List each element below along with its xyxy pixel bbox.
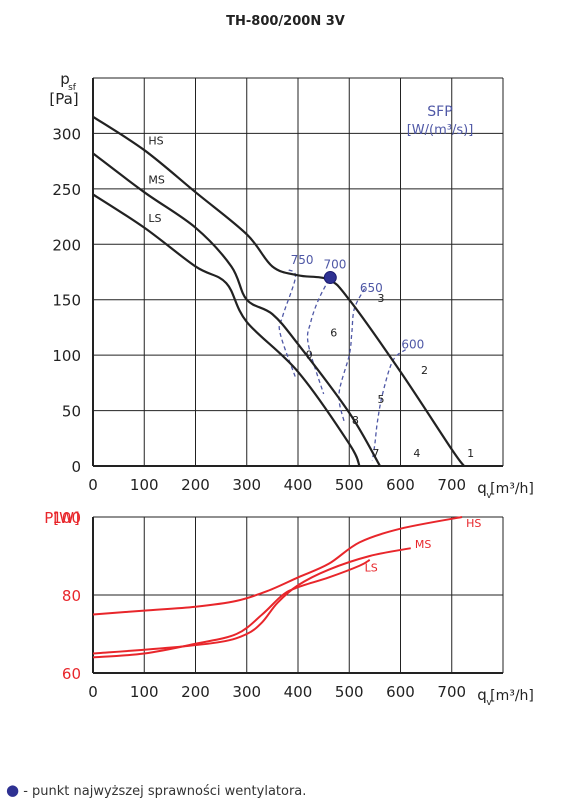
y-tick-label: 250 [52, 181, 81, 199]
x-tick-label: 300 [232, 683, 261, 701]
x-tick-label: 600 [386, 683, 415, 701]
sfp-curve-label: 650 [360, 281, 383, 295]
sfp-curve-label: 750 [291, 253, 314, 267]
x-tick-label: 200 [181, 683, 210, 701]
sfp-legend-unit: [W/(m³/s)] [407, 123, 474, 138]
fan-curve-ls [92, 193, 361, 467]
sfp-legend-title: SFP [427, 104, 452, 120]
y-tick-label: 100 [52, 347, 81, 365]
operating-point-label: 3 [377, 292, 384, 305]
x-axis-label-subscript: v [486, 698, 492, 708]
x-axis-label: q [477, 479, 487, 497]
y-tick-label: 200 [52, 236, 81, 254]
x-axis-unit: [m³/h] [490, 481, 534, 497]
best-efficiency-marker-icon: ● [6, 781, 20, 799]
power-curve-label: HS [466, 517, 481, 530]
operating-point-label: 1 [467, 447, 474, 460]
power-curve-ms [92, 547, 411, 655]
y-axis-label: p [60, 70, 70, 88]
sfp-curve [278, 269, 297, 378]
footnote: ● - punkt najwyższej sprawności wentylat… [6, 781, 306, 799]
x-tick-label: 0 [88, 683, 98, 701]
sfp-curve [306, 279, 330, 395]
operating-point-label: 6 [330, 326, 337, 339]
y-tick-label: 150 [52, 292, 81, 310]
y-tick-label: 80 [62, 587, 81, 605]
x-tick-label: 500 [335, 683, 364, 701]
x-axis-unit: [m³/h] [490, 688, 534, 704]
operating-point-label: 9 [306, 348, 313, 361]
y-axis-label: P[W] [44, 509, 80, 527]
power-curve-hs [92, 516, 463, 616]
operating-point-label: 5 [377, 393, 384, 406]
operating-point-label: 7 [372, 447, 379, 460]
chart-title: TH-800/200N 3V [226, 14, 345, 29]
operating-point-label: 2 [421, 364, 428, 377]
operating-point-label: 8 [352, 414, 359, 427]
x-tick-label: 700 [437, 683, 466, 701]
x-axis-label: q [477, 686, 487, 704]
curve-label: HS [148, 135, 163, 148]
fan-curve-ms [92, 152, 381, 467]
power-curve-label: MS [415, 538, 431, 551]
x-tick-label: 200 [181, 476, 210, 494]
x-tick-label: 600 [386, 476, 415, 494]
y-tick-label: 0 [71, 458, 81, 476]
power-curve-ls [92, 559, 371, 659]
curve-label: MS [148, 173, 164, 186]
y-tick-label: 60 [62, 665, 81, 683]
sfp-curve-label: 600 [401, 337, 424, 351]
y-axis-unit: [Pa] [49, 90, 78, 108]
x-tick-label: 0 [88, 476, 98, 494]
fan-curve-hs [92, 115, 465, 467]
x-tick-label: 100 [130, 476, 159, 494]
sfp-curve-label: 700 [323, 258, 346, 272]
y-tick-label: 50 [62, 403, 81, 421]
x-tick-label: 400 [284, 476, 313, 494]
y-tick-label: 300 [52, 125, 81, 143]
x-tick-label: 100 [130, 683, 159, 701]
x-axis-label-subscript: v [486, 491, 492, 501]
x-tick-label: 700 [437, 476, 466, 494]
curve-label: LS [148, 212, 161, 225]
pressure-chart: 0 100 200 300 400 500 600 700 0 50 100 150 200 250 300… [49, 70, 534, 501]
best-efficiency-point [323, 271, 337, 285]
x-tick-label: 300 [232, 476, 261, 494]
x-tick-label: 400 [284, 683, 313, 701]
sfp-curve [371, 349, 407, 461]
power-curve-label: LS [365, 562, 378, 575]
footnote-text: - punkt najwyższej sprawności wentylator… [19, 784, 307, 799]
operating-point-label: 4 [413, 447, 420, 460]
y-axis-label-subscript: sf [68, 83, 77, 93]
x-tick-label: 500 [335, 476, 364, 494]
y-tick-label: 100 [52, 509, 81, 527]
